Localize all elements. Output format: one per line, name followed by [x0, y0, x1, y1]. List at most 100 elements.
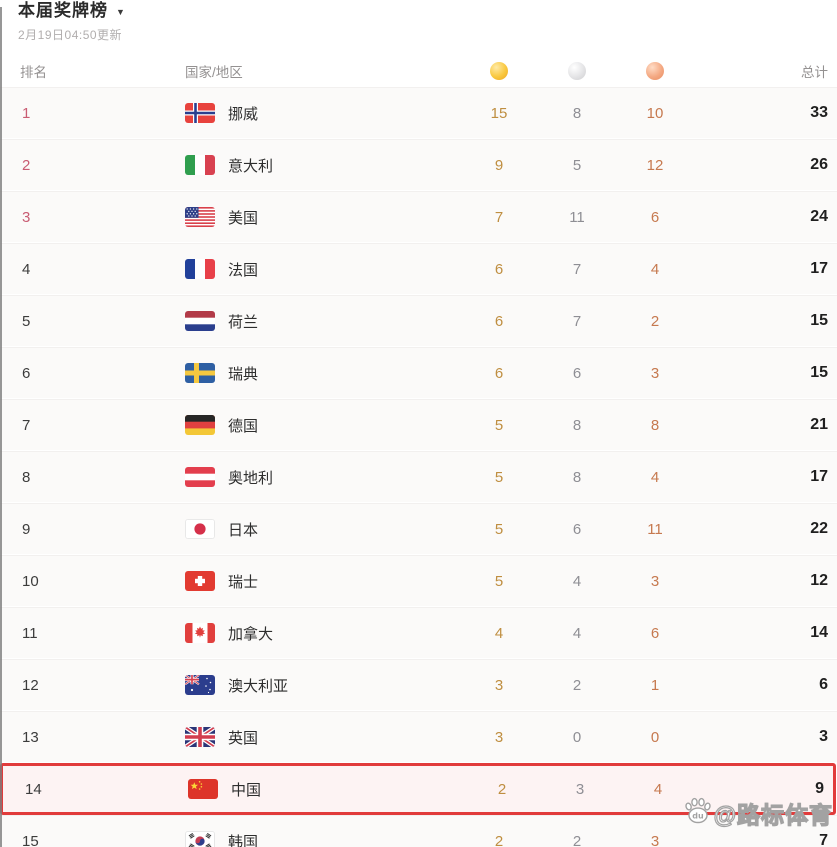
country-cell: 日本: [185, 519, 460, 540]
table-row[interactable]: 13 英国 3 0 0 3: [0, 711, 837, 763]
table-column-header: 排名 国家/地区 总计: [0, 55, 837, 87]
bronze-count: 6: [650, 208, 660, 226]
column-header-gold: [460, 62, 538, 80]
country-name: 荷兰: [228, 313, 259, 331]
silver-count: 0: [572, 728, 582, 746]
country-name: 韩国: [228, 833, 259, 847]
country-cell: 法国: [185, 259, 460, 280]
column-header-bronze: [616, 62, 694, 80]
watermark-text: @路标体育: [713, 801, 833, 828]
gold-count: 4: [494, 624, 504, 642]
baidu-paw-icon: du: [683, 797, 713, 829]
country-cell: 瑞士: [185, 571, 460, 592]
gold-count: 2: [497, 780, 507, 798]
rank-cell: 10: [22, 572, 39, 590]
chevron-down-icon[interactable]: ▼: [116, 7, 125, 17]
bronze-count: 3: [650, 572, 660, 590]
country-flag-icon: [185, 415, 215, 435]
column-header-country: 国家/地区: [185, 65, 243, 80]
table-row[interactable]: 1 挪威 15 8 10 33: [0, 87, 837, 139]
country-flag-icon: [185, 571, 215, 591]
rank-cell: 3: [22, 208, 31, 226]
total-count: 15: [810, 312, 828, 329]
country-flag-icon: [185, 103, 215, 123]
bronze-medal-icon: [646, 62, 664, 80]
total-count: 9: [815, 780, 824, 797]
gold-medal-icon: [490, 62, 508, 80]
bronze-count: 4: [650, 260, 660, 278]
total-count: 17: [810, 260, 828, 277]
country-flag-icon: [185, 519, 215, 539]
silver-count: 6: [572, 520, 582, 538]
rank-cell: 13: [22, 728, 39, 746]
table-row[interactable]: 7 德国 5 8 8 21: [0, 399, 837, 451]
country-cell: 澳大利亚: [185, 675, 460, 696]
gold-count: 3: [494, 676, 504, 694]
table-row[interactable]: 14 中国 2 3 4 9: [0, 763, 836, 815]
total-count: 22: [810, 520, 828, 537]
country-flag-icon: [185, 675, 215, 695]
gold-count: 9: [494, 156, 504, 174]
page-title[interactable]: 本届奖牌榜: [18, 1, 108, 20]
total-count: 15: [810, 364, 828, 381]
table-row[interactable]: 3 美国 7 11 6 24: [0, 191, 837, 243]
table-row[interactable]: 9 日本 5 6 11 22: [0, 503, 837, 555]
country-flag-icon: [185, 467, 215, 487]
total-count: 26: [810, 156, 828, 173]
table-row[interactable]: 4 法国 6 7 4 17: [0, 243, 837, 295]
gold-count: 15: [490, 104, 508, 122]
table-row[interactable]: 10 瑞士 5 4 3 12: [0, 555, 837, 607]
country-cell: 韩国: [185, 831, 460, 847]
rank-cell: 11: [22, 624, 38, 642]
total-count: 3: [819, 728, 828, 745]
country-cell: 加拿大: [185, 623, 460, 644]
silver-count: 11: [569, 208, 585, 226]
rank-cell: 9: [22, 520, 31, 538]
rank-cell: 6: [22, 364, 31, 382]
country-cell: 意大利: [185, 155, 460, 176]
country-cell: 中国: [188, 779, 463, 800]
silver-count: 2: [572, 676, 582, 694]
country-name: 加拿大: [228, 625, 274, 643]
column-header-rank: 排名: [20, 65, 47, 80]
bronze-count: 12: [646, 156, 664, 174]
country-name: 奥地利: [228, 469, 274, 487]
country-cell: 挪威: [185, 103, 460, 124]
rank-cell: 2: [22, 156, 31, 174]
bronze-count: 11: [647, 520, 663, 538]
table-row[interactable]: 2 意大利 9 5 12 26: [0, 139, 837, 191]
gold-count: 6: [494, 364, 504, 382]
country-flag-icon: [185, 311, 215, 331]
country-flag-icon: [185, 207, 215, 227]
table-row[interactable]: 5 荷兰 6 7 2 15: [0, 295, 837, 347]
country-flag-icon: [185, 623, 215, 643]
table-row[interactable]: 11 加拿大 4 4 6 14: [0, 607, 837, 659]
silver-count: 8: [572, 416, 582, 434]
table-row[interactable]: 6 瑞典 6 6 3 15: [0, 347, 837, 399]
country-flag-icon: [185, 259, 215, 279]
country-name: 瑞士: [228, 573, 259, 591]
country-flag-icon: [185, 727, 215, 747]
total-count: 21: [810, 416, 828, 433]
medal-table-title-row[interactable]: 本届奖牌榜 ▼: [18, 1, 837, 21]
table-row[interactable]: 8 奥地利 5 8 4 17: [0, 451, 837, 503]
country-flag-icon: [185, 155, 215, 175]
total-count: 24: [810, 208, 828, 225]
gold-count: 5: [494, 520, 504, 538]
country-name: 德国: [228, 417, 259, 435]
table-row[interactable]: 12 澳大利亚 3 2 1 6: [0, 659, 837, 711]
country-cell: 瑞典: [185, 363, 460, 384]
country-name: 挪威: [228, 105, 259, 123]
country-flag-icon: [185, 363, 215, 383]
rank-cell: 12: [22, 676, 39, 694]
update-time: 2月19日04:50更新: [18, 28, 123, 42]
rank-cell: 8: [22, 468, 31, 486]
medal-table-body: 1 挪威 15 8 10 33 2 意大利 9 5 12 26 3 美国 7 1…: [0, 87, 837, 847]
bronze-count: 1: [650, 676, 660, 694]
silver-count: 8: [572, 468, 582, 486]
svg-text:du: du: [692, 811, 704, 820]
gold-count: 6: [494, 260, 504, 278]
watermark: du @路标体育: [683, 796, 833, 830]
rank-cell: 5: [22, 312, 31, 330]
total-count: 14: [810, 624, 828, 641]
